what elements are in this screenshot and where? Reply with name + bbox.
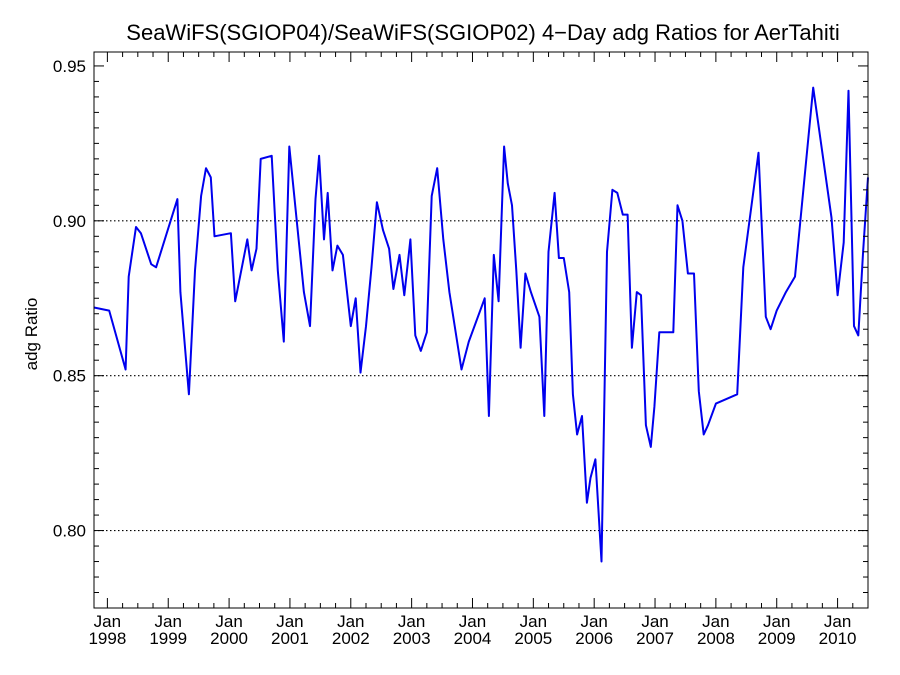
y-tick-label: 0.80 (53, 522, 86, 541)
x-tick-year-label: 2002 (332, 629, 370, 648)
x-tick-year-label: 2001 (271, 629, 309, 648)
x-tick-year-label: 2005 (514, 629, 552, 648)
x-tick-year-label: 2007 (636, 629, 674, 648)
x-tick-year-label: 2000 (210, 629, 248, 648)
x-tick-month-label: Jan (337, 612, 364, 631)
x-tick-month-label: Jan (155, 612, 182, 631)
x-tick-month-label: Jan (702, 612, 729, 631)
x-tick-year-label: 2009 (758, 629, 796, 648)
y-axis-ticks: 0.80 0.85 0.90 0.95 (53, 57, 868, 609)
y-tick-label: 0.85 (53, 367, 86, 386)
plot-frame (93, 51, 869, 609)
y-tick-label: 0.95 (53, 57, 86, 76)
data-series (93, 86, 869, 563)
x-tick-month-label: Jan (459, 612, 486, 631)
x-tick-year-label: 2004 (454, 629, 492, 648)
grid-lines (94, 220, 868, 532)
x-tick-month-label: Jan (580, 612, 607, 631)
x-tick-year-label: 1998 (88, 629, 126, 648)
x-tick-year-label: 2008 (697, 629, 735, 648)
x-tick-month-label: Jan (215, 612, 242, 631)
series-line (93, 86, 869, 563)
x-tick-month-label: Jan (520, 612, 547, 631)
x-tick-month-label: Jan (641, 612, 668, 631)
x-tick-year-label: 2010 (819, 629, 857, 648)
y-tick-label: 0.90 (53, 212, 86, 231)
x-tick-year-label: 2003 (393, 629, 431, 648)
x-tick-month-label: Jan (276, 612, 303, 631)
x-tick-month-label: Jan (94, 612, 121, 631)
x-axis-ticks: Jan1998Jan1999Jan2000Jan2001Jan2002Jan20… (88, 52, 869, 648)
x-tick-month-label: Jan (824, 612, 851, 631)
chart-title: SeaWiFS(SGIOP04)/SeaWiFS(SGIOP02) 4−Day … (126, 20, 839, 45)
x-tick-year-label: 1999 (149, 629, 187, 648)
x-tick-month-label: Jan (398, 612, 425, 631)
x-tick-year-label: 2006 (575, 629, 613, 648)
x-tick-month-label: Jan (763, 612, 790, 631)
y-axis-label: adg Ratio (22, 298, 41, 371)
